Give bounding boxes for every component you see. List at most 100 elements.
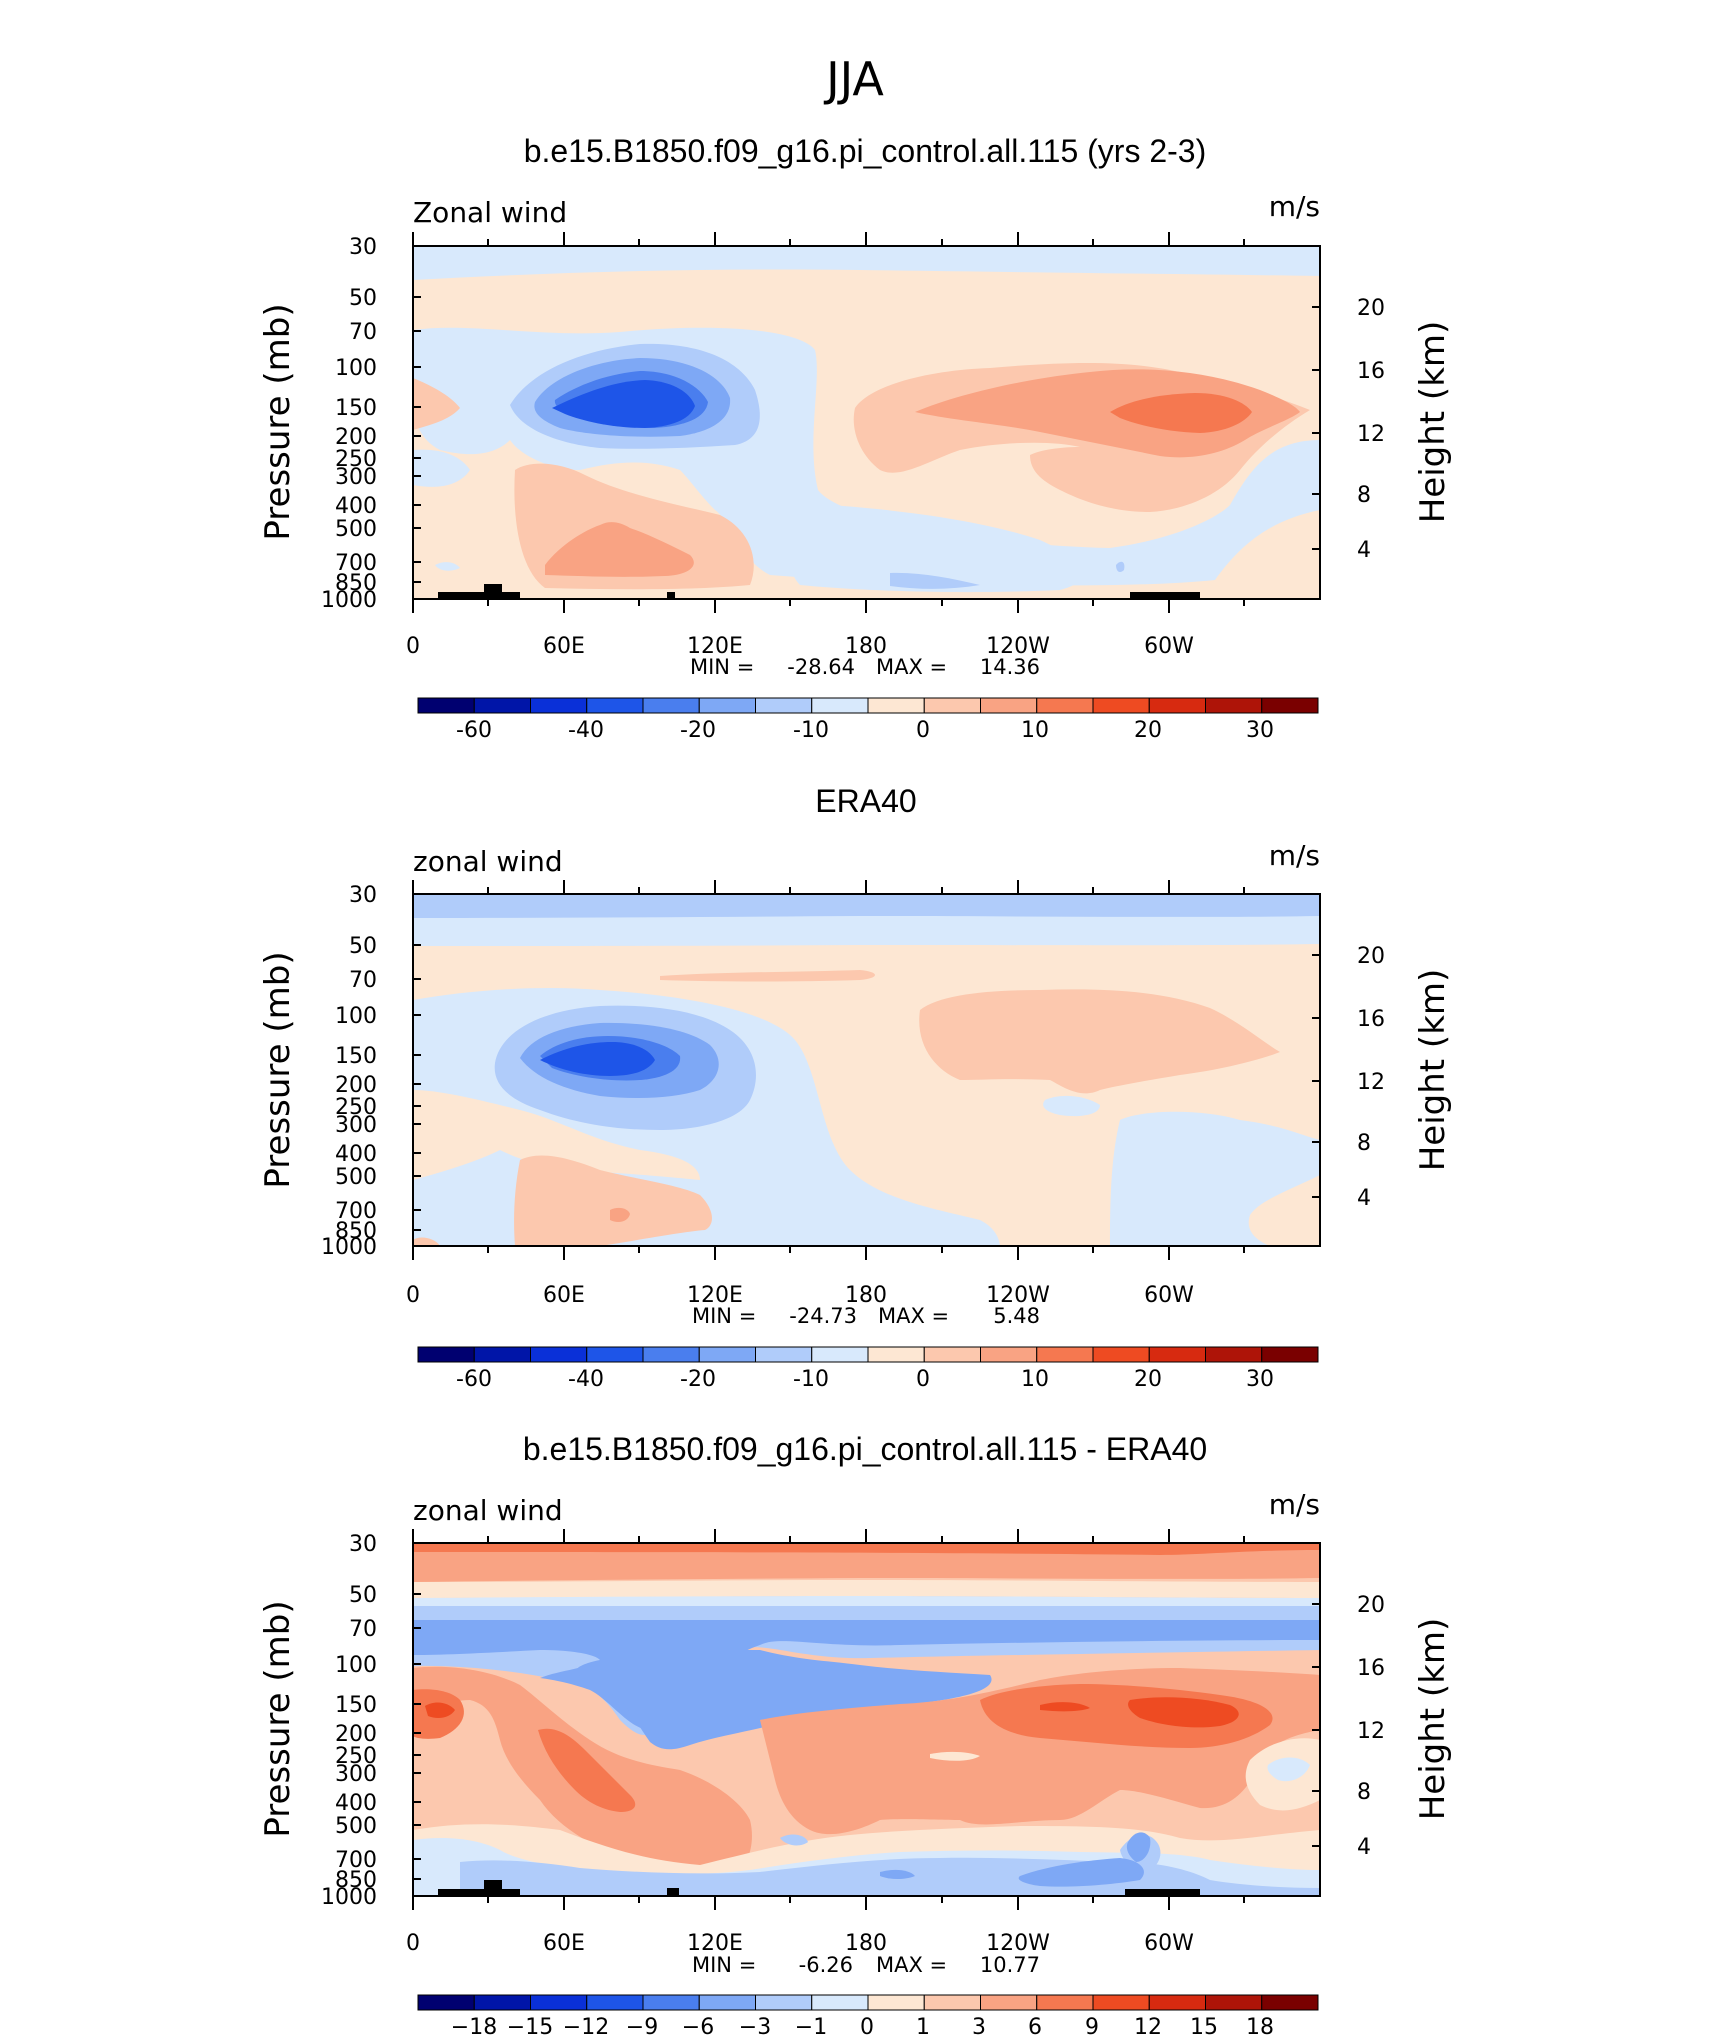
y-tick-label: 1000 (321, 1235, 377, 1260)
contour-band-pos-5-low (514, 1155, 712, 1246)
contour-band-9-12-east2 (1040, 1702, 1090, 1712)
colorbar-box (698, 1994, 756, 2011)
y-tick-labels: 30 50 70 100 150 200 250 300 400 500 700… (321, 235, 377, 613)
colorbar-label: 6 (1028, 2015, 1042, 2038)
min-label: MIN = (690, 655, 754, 679)
colorbar-box (417, 697, 475, 714)
colorbar-label: -10 (793, 1367, 829, 1392)
max-value: 5.48 (993, 1304, 1040, 1328)
max-value: 14.36 (980, 655, 1040, 679)
y-tick-label: 70 (349, 1617, 377, 1642)
y-right-tick-labels: 20 16 12 8 4 (1357, 1593, 1385, 1860)
contour-band-pos-10-east (915, 369, 1300, 458)
y-tick-label: 500 (335, 517, 377, 542)
colorbar-label: 0 (860, 2015, 874, 2038)
colorbar-label: -40 (568, 718, 604, 743)
y-axis-label: Pressure (mb) (258, 303, 298, 540)
contour-band-pos-5-upper (660, 970, 875, 982)
y-tick-label: 700 (335, 1199, 377, 1224)
colorbar-box (1148, 1346, 1206, 1363)
contour-band-neg-1-east (1267, 1757, 1310, 1782)
land-block (438, 592, 520, 599)
colorbar (417, 697, 1319, 714)
stats: MIN = -24.73 MAX = 5.48 (692, 1304, 1040, 1328)
x-tick-label: 180 (845, 634, 887, 659)
y-tick-label: 400 (335, 494, 377, 519)
y-tick-label: 850 (335, 1868, 377, 1893)
colorbar-box (698, 1346, 756, 1363)
panel-title: ERA40 (815, 783, 916, 819)
contour-band-6-9-top (413, 1543, 1320, 1555)
min-value: -6.26 (799, 1953, 853, 1977)
y-right-tick-label: 4 (1357, 538, 1371, 563)
land-block (1125, 1889, 1200, 1896)
units-label: m/s (1269, 1488, 1320, 1521)
x-tick-label: 180 (845, 1283, 887, 1308)
colorbar-box (923, 1994, 981, 2011)
y-right-tick-label: 20 (1357, 1593, 1385, 1618)
land-mask (438, 584, 1200, 599)
y-tick-labels: 30 50 70 100 150 200 250 300 400 500 700… (321, 883, 377, 1260)
colorbar-label: 0 (916, 1367, 930, 1392)
x-tick-label: 60E (543, 1931, 585, 1956)
land-block (484, 584, 502, 599)
y-tick-label: 200 (335, 1073, 377, 1098)
colorbar-label: 10 (1021, 718, 1049, 743)
contour-band-neg-east (1110, 1111, 1320, 1246)
left-ticks (413, 245, 1320, 600)
left-ticks (413, 1542, 1320, 1897)
x-tick-label: 0 (406, 1283, 420, 1308)
x-tick-label: 180 (845, 1931, 887, 1956)
field-label: Zonal wind (413, 196, 567, 229)
colorbar-label: 12 (1134, 2015, 1162, 2038)
panel-title: b.e15.B1850.f09_g16.pi_control.all.115 -… (523, 1431, 1207, 1467)
y-tick-label: 50 (349, 934, 377, 959)
colorbar-box (1261, 697, 1319, 714)
x-tick-label: 120E (687, 634, 743, 659)
contour-band-pos-10-dot (610, 1207, 630, 1222)
contour-band-neg-sfc-c (435, 562, 460, 571)
x-tick-label: 120E (687, 1931, 743, 1956)
y-tick-label: 70 (349, 968, 377, 993)
contour-band-neg-25 (552, 380, 695, 428)
colorbar-label: 9 (1085, 2015, 1099, 2038)
stats: MIN = -28.64 MAX = 14.36 (690, 655, 1040, 679)
season-title: JJA (823, 52, 884, 106)
colorbar-box (586, 1346, 644, 1363)
colorbar-label: 20 (1134, 1367, 1162, 1392)
colorbar-label: 3 (972, 2015, 986, 2038)
units-label: m/s (1269, 190, 1320, 223)
contour-band-neg-25 (540, 1042, 655, 1076)
y-tick-label: 250 (335, 1744, 377, 1769)
colorbar-box (811, 697, 869, 714)
x-tick-label: 0 (406, 1931, 420, 1956)
y-right-tick-label: 16 (1357, 1656, 1385, 1681)
colorbar-box (1261, 1346, 1319, 1363)
colorbar-box (755, 697, 813, 714)
colorbar-box (1036, 1994, 1094, 2011)
contour-fill (413, 1543, 1320, 1896)
colorbar-label: 30 (1246, 718, 1274, 743)
max-label: MAX = (876, 655, 947, 679)
y-right-tick-label: 20 (1357, 944, 1385, 969)
colorbar-box (473, 1346, 531, 1363)
bottom-ticks (412, 232, 1245, 613)
y-right-tick-label: 8 (1357, 1131, 1371, 1156)
y-right-tick-label: 16 (1357, 1007, 1385, 1032)
contour-band-9-12-east (1128, 1697, 1239, 1728)
contour-band-neg-6-lobe (576, 1650, 992, 1750)
colorbar-labels: -60 -40 -20 -10 0 10 20 30 (456, 1367, 1274, 1392)
field-label: zonal wind (413, 845, 563, 878)
y-right-tick-label: 12 (1357, 1719, 1385, 1744)
max-label: MAX = (878, 1304, 949, 1328)
bottom-ticks (412, 880, 1245, 1260)
colorbar-box (586, 1994, 644, 2011)
y-tick-label: 50 (349, 1583, 377, 1608)
colorbar-box (1092, 1994, 1150, 2011)
colorbar-box (923, 697, 981, 714)
contour-band-neg-1-top (413, 1596, 1320, 1608)
units-label: m/s (1269, 839, 1320, 872)
y-tick-label: 400 (335, 1142, 377, 1167)
min-value: -28.64 (787, 655, 855, 679)
land-block (667, 1888, 679, 1896)
